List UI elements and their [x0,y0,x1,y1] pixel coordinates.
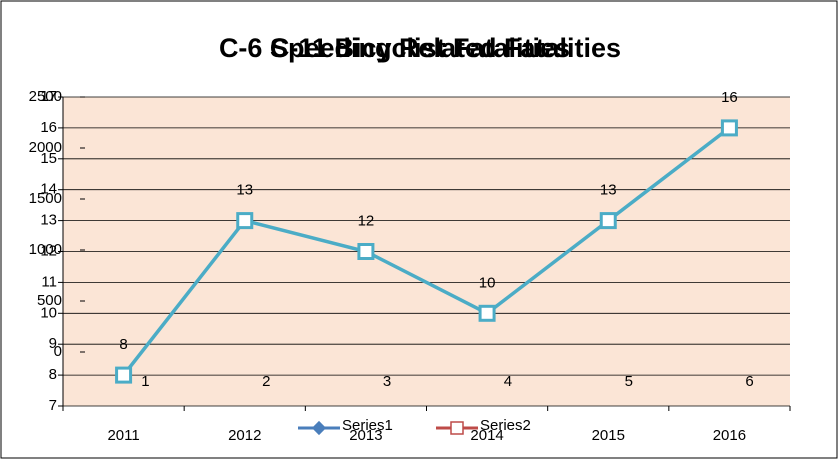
y-tick-label: 17 [40,88,57,105]
x-tick-label: 2014 [470,427,503,444]
y-tick-label: 11 [41,273,57,290]
x-tick-label: 1 [141,373,149,390]
x-tick-label: 5 [625,373,633,390]
legend-marker [450,421,464,435]
y-tick-label: 2500 [29,88,62,105]
marker [478,304,496,322]
data-label: 16 [721,89,738,106]
chart-title: C-6 Speeding Related Fatalities [219,33,621,63]
y-tick-label: 0 [54,343,62,360]
chart-title: C-11 Bicyclist Fatalities [270,33,570,63]
marker [236,212,254,230]
data-label: 10 [479,274,496,291]
y-tick-label: 1000 [29,241,62,258]
x-tick-label: 2015 [592,427,625,444]
data-label: 12 [358,212,375,229]
legend-label: Series2 [480,417,531,434]
y-tick-label: 13 [40,212,57,229]
x-tick-label: 2012 [228,427,261,444]
x-tick-label: 2011 [107,427,139,444]
data-label: 13 [236,182,253,199]
y-tick-label: 12 [40,242,57,259]
y-tick-label: 500 [37,292,62,309]
marker [720,119,738,137]
x-tick-label: 2016 [713,427,746,444]
legend-label: Series1 [342,417,393,434]
x-tick-label: 2013 [349,427,382,444]
x-tick-label: 6 [745,373,753,390]
x-tick-label: 2 [262,373,270,390]
y-tick-label: 10 [40,304,57,321]
x-tick-label: 3 [383,373,391,390]
x-tick-label: 4 [504,373,512,390]
data-label: 13 [600,182,617,199]
y-tick-label: 8 [49,366,57,383]
data-label: 8 [119,336,127,353]
y-tick-label: 9 [49,335,57,352]
marker [599,212,617,230]
y-tick-label: 1500 [29,190,62,207]
y-tick-label: 15 [40,150,57,167]
marker [357,243,375,260]
marker [115,366,133,384]
y-tick-label: 7 [49,397,57,414]
y-tick-label: 2000 [29,139,62,156]
line [122,126,731,377]
legend-marker [311,420,327,436]
y-tick-label: 16 [40,119,57,136]
y-tick-label: 14 [40,181,57,198]
